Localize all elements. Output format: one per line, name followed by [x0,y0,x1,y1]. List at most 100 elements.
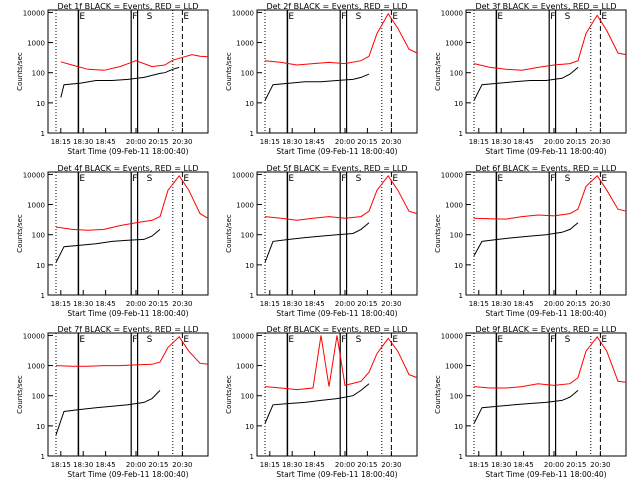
y-axis-label: Counts/sec [225,375,233,414]
x-tick-label: 20:15 [566,461,586,469]
x-axis-label: Start Time (09-Feb-11 18:00:40) [276,309,397,318]
x-tick-label: 20:00 [335,461,355,469]
flag-letter: S [356,174,362,184]
x-tick-label: 20:15 [566,300,586,308]
x-tick-label: 18:45 [305,300,325,308]
lld-line [55,336,209,367]
lld-line [473,175,627,220]
y-tick-label: 1000 [236,363,254,371]
x-axis-label: Start Time (09-Feb-11 18:00:40) [67,470,188,479]
x-axis-label: Start Time (09-Feb-11 18:00:40) [276,470,397,479]
x-tick-label: 20:00 [544,138,564,146]
x-tick-label: 18:45 [514,461,534,469]
y-axis-label: Counts/sec [434,214,442,253]
flag-letter: F [550,335,555,345]
x-tick-label: 18:45 [514,300,534,308]
flag-letter: E [497,12,503,22]
y-tick-label: 10 [454,100,463,108]
plot-frame [256,332,418,457]
x-tick-label: 20:00 [126,300,146,308]
flag-letter: S [356,12,362,22]
y-tick-label: 100 [241,232,254,240]
x-tick-label: 20:15 [148,138,168,146]
x-tick-label: 20:30 [172,300,192,308]
flag-letter: E [392,174,398,184]
events-line [60,66,180,98]
x-axis-label: Start Time (09-Feb-11 18:00:40) [276,147,397,156]
y-tick-label: 10 [36,423,45,431]
x-tick-label: 18:45 [96,300,116,308]
plot-frame [47,9,209,134]
y-tick-label: 10 [36,262,45,270]
flag-letter: E [79,335,85,345]
y-tick-label: 100 [241,70,254,78]
flag-letter: S [565,335,571,345]
y-axis-label: Counts/sec [225,52,233,91]
y-tick-label: 1000 [445,40,463,48]
plot-frame [47,171,209,296]
flag-letter: S [565,174,571,184]
plot-frame [465,332,627,457]
x-tick-label: 20:30 [381,138,401,146]
y-tick-label: 1 [41,292,45,300]
flag-letter: E [183,335,189,345]
y-tick-label: 10000 [23,171,45,179]
y-tick-label: 10000 [23,9,45,17]
y-tick-label: 1 [41,453,45,461]
flag-letter: E [288,335,294,345]
flag-letter: F [341,12,346,22]
y-tick-label: 1 [459,130,463,138]
panel-title: Det 4f BLACK = Events, RED = LLD [57,164,198,173]
flag-letter: F [132,335,137,345]
y-tick-label: 1000 [236,40,254,48]
plot-frame [465,171,627,296]
x-tick-label: 20:30 [381,300,401,308]
flag-letter: S [147,174,153,184]
lld-line [264,12,418,66]
x-tick-label: 20:15 [566,138,586,146]
y-tick-label: 10 [245,100,254,108]
y-tick-label: 10 [245,262,254,270]
flag-letter: E [79,12,85,22]
y-axis-label: Counts/sec [434,52,442,91]
lld-line [60,54,209,71]
plot-frame [256,171,418,296]
flag-letter: F [132,12,137,22]
y-tick-label: 1 [41,130,45,138]
y-tick-label: 10 [454,262,463,270]
events-line [473,67,579,101]
x-tick-label: 20:15 [357,138,377,146]
lld-line [264,174,418,221]
panel-title: Det 3f BLACK = Events, RED = LLD [475,2,616,11]
x-tick-label: 20:00 [544,461,564,469]
x-tick-label: 18:15 [469,461,489,469]
y-tick-label: 1000 [445,202,463,210]
events-line [264,73,370,101]
events-line [55,390,161,436]
x-tick-label: 20:30 [172,138,192,146]
x-tick-label: 20:00 [126,461,146,469]
y-tick-label: 1000 [27,40,45,48]
y-axis-label: Counts/sec [16,214,24,253]
flag-letter: E [497,335,503,345]
flag-letter: E [601,174,607,184]
panel-title: Det 5f BLACK = Events, RED = LLD [266,164,407,173]
y-tick-label: 100 [450,393,463,401]
y-tick-label: 1 [250,453,254,461]
panel-title: Det 2f BLACK = Events, RED = LLD [266,2,407,11]
x-tick-label: 18:30 [282,300,302,308]
x-tick-label: 20:00 [126,138,146,146]
x-tick-label: 20:15 [357,461,377,469]
x-tick-label: 20:00 [335,138,355,146]
flag-letter: E [288,174,294,184]
flag-letter: F [341,174,346,184]
x-tick-label: 20:15 [357,300,377,308]
x-tick-label: 18:15 [260,138,280,146]
events-line [473,390,579,424]
lld-line [473,14,627,71]
flag-letter: S [565,12,571,22]
flag-letter: F [550,174,555,184]
flag-letter: S [147,335,153,345]
flag-letter: F [341,335,346,345]
x-tick-label: 20:00 [544,300,564,308]
